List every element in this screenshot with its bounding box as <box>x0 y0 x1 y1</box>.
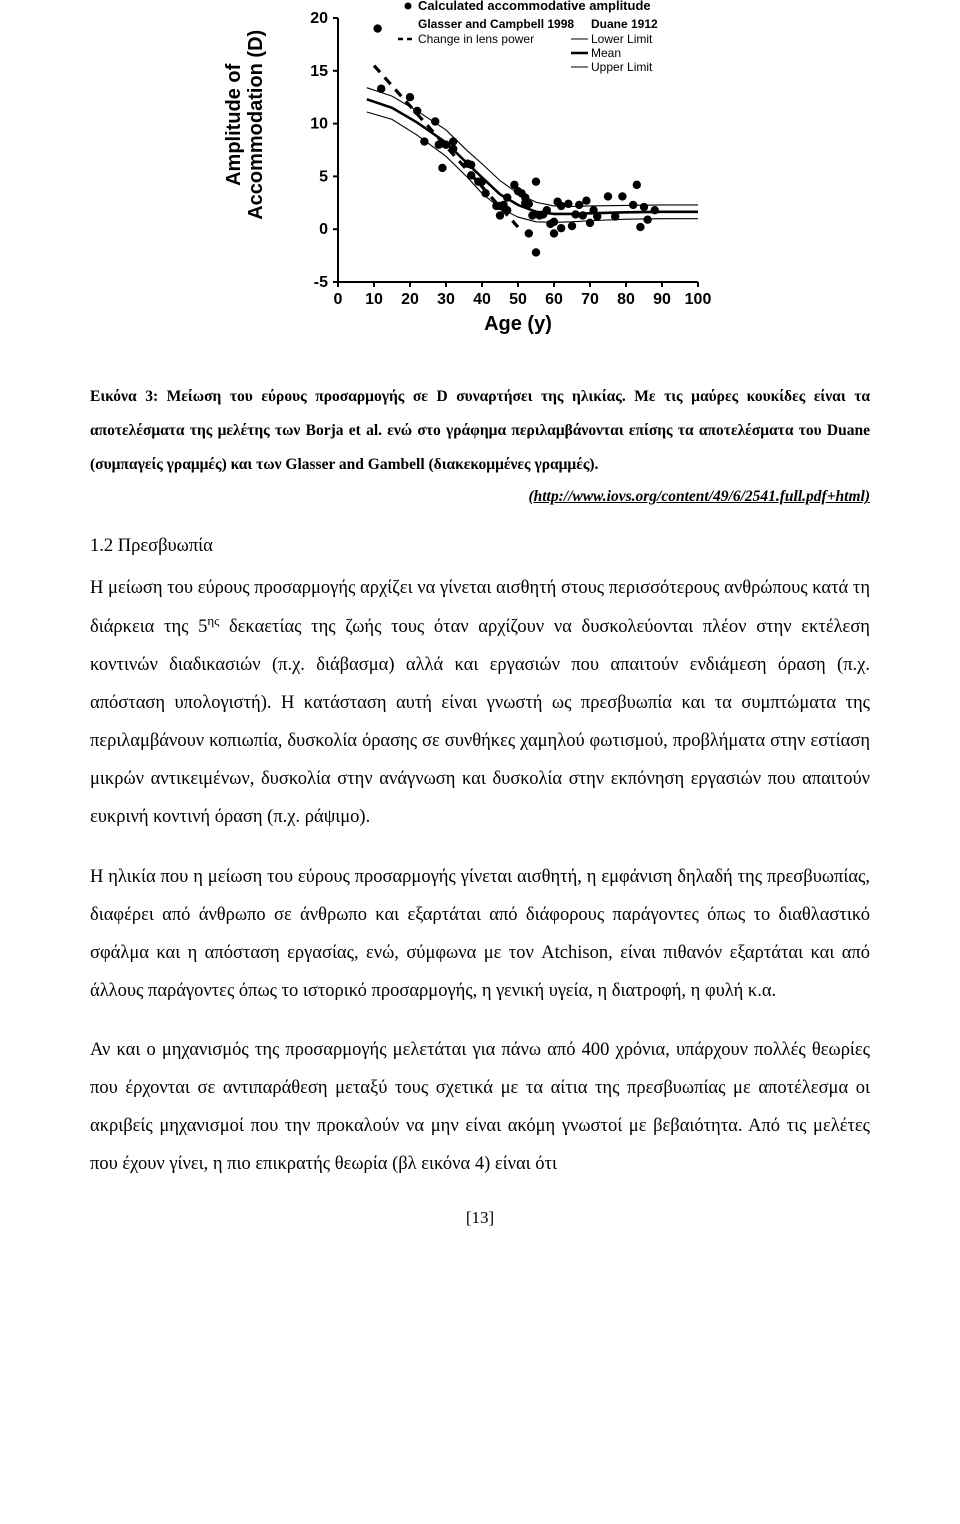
accommodation-chart: 0 10 20 30 40 50 60 70 80 90 100 -5 0 5 10 15 20 Age (y) A… <box>210 0 750 360</box>
svg-text:60: 60 <box>545 291 563 308</box>
svg-text:Accommodation (D): Accommodation (D) <box>245 30 267 220</box>
svg-text:15: 15 <box>310 63 328 80</box>
chart-svg: 0 10 20 30 40 50 60 70 80 90 100 -5 0 5 10 15 20 Age (y) A… <box>210 0 750 360</box>
svg-text:Age (y): Age (y) <box>484 313 552 335</box>
svg-text:70: 70 <box>581 291 599 308</box>
svg-text:80: 80 <box>617 291 635 308</box>
svg-text:-5: -5 <box>314 274 328 291</box>
svg-text:0: 0 <box>334 291 343 308</box>
para1-sup: ης <box>207 613 219 628</box>
svg-text:0: 0 <box>319 221 328 238</box>
figure-caption: Εικόνα 3: Μείωση του εύρους προσαρμογής … <box>90 380 870 482</box>
svg-text:Mean: Mean <box>591 46 621 60</box>
section-heading: 1.2 Πρεσβυωπία <box>90 534 870 560</box>
svg-text:Upper Limit: Upper Limit <box>591 60 653 74</box>
para1-b: δεκαετίας της ζωής τους όταν αρχίζουν να… <box>90 617 870 827</box>
svg-text:Glasser and Campbell 1998: Glasser and Campbell 1998 <box>418 17 574 31</box>
svg-text:5: 5 <box>319 168 328 185</box>
svg-text:10: 10 <box>365 291 383 308</box>
svg-text:50: 50 <box>509 291 527 308</box>
svg-text:10: 10 <box>310 116 328 133</box>
source-link: (http://www.iovs.org/content/49/6/2541.f… <box>90 488 870 506</box>
svg-text:20: 20 <box>310 10 328 27</box>
svg-text:Duane 1912: Duane 1912 <box>591 17 658 31</box>
paragraph-3: Αν και ο μηχανισμός της προσαρμογής μελε… <box>90 1032 870 1184</box>
svg-text:30: 30 <box>437 291 455 308</box>
svg-text:20: 20 <box>401 291 419 308</box>
svg-text:Change in lens power: Change in lens power <box>418 32 534 46</box>
svg-text:40: 40 <box>473 291 491 308</box>
paragraph-1: Η μείωση του εύρους προσαρμογής αρχίζει … <box>90 570 870 837</box>
svg-text:Calculated accommodative ampli: Calculated accommodative amplitude <box>418 0 651 13</box>
svg-text:100: 100 <box>685 291 712 308</box>
paragraph-2: Η ηλικία που η μείωση του εύρους προσαρμ… <box>90 859 870 1011</box>
svg-text:Lower Limit: Lower Limit <box>591 32 653 46</box>
svg-text:Amplitude of: Amplitude of <box>223 63 245 186</box>
svg-text:90: 90 <box>653 291 671 308</box>
page-number: [13] <box>90 1208 870 1228</box>
